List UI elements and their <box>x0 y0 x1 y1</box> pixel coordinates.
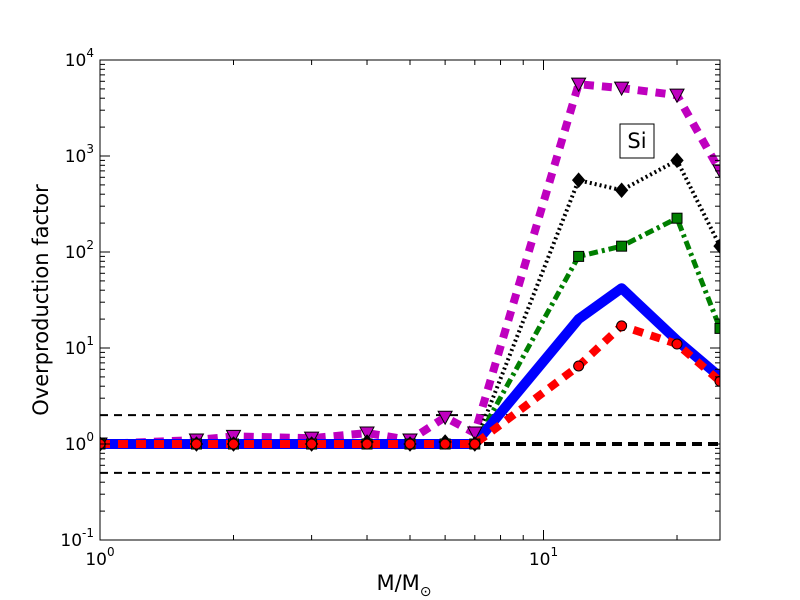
annotation-text: Si <box>627 129 646 153</box>
data-point-circle <box>361 438 373 450</box>
data-point-triangle <box>466 426 483 442</box>
data-point-circle <box>469 438 481 450</box>
data-point-square <box>714 322 720 334</box>
x-axis-label-symbol: ⊙ <box>420 584 432 600</box>
data-point-triangle <box>669 88 685 104</box>
data-point-square <box>616 240 628 252</box>
x-tick-label-base: 10 <box>529 550 551 570</box>
annotation-box: Si <box>619 123 655 159</box>
series-line <box>100 80 720 448</box>
data-point-diamond <box>614 182 629 198</box>
x-tick-label-base: 10 <box>85 550 107 570</box>
y-tick-label: 101 <box>65 334 94 359</box>
data-point-circle <box>228 438 240 450</box>
data-point-triangle <box>437 410 453 426</box>
data-point-circle <box>404 438 416 450</box>
y-tick-label-exp: 0 <box>86 430 94 444</box>
data-point-circle <box>714 375 720 387</box>
x-tick-label-exp: 0 <box>107 545 115 559</box>
y-tick-label-base: 10 <box>65 339 87 359</box>
series-layer <box>100 77 720 453</box>
data-point-triangle <box>359 426 375 442</box>
y-tick-label-base: 10 <box>65 51 87 71</box>
data-point-circle <box>616 320 628 332</box>
data-point-triangle <box>613 81 630 97</box>
y-tick-label: 102 <box>65 238 94 263</box>
y-tick-label-exp: 3 <box>86 142 94 156</box>
y-tick-label-base: 10 <box>60 531 82 551</box>
data-point-circle <box>671 338 683 350</box>
y-axis-label: Overproduction factor <box>29 184 53 416</box>
data-point-square <box>573 250 585 262</box>
data-point-circle <box>190 438 202 450</box>
y-tick-label-exp: 4 <box>86 46 94 60</box>
y-tick-label: 104 <box>65 46 94 71</box>
plot-area-background <box>100 60 720 540</box>
x-tick-label: 101 <box>529 545 558 570</box>
data-point-circle <box>306 438 318 450</box>
data-point-circle <box>573 360 585 372</box>
y-tick-label-exp: 1 <box>86 334 94 348</box>
y-tick-label-base: 10 <box>65 147 87 167</box>
y-tick-label-base: 10 <box>65 435 87 455</box>
y-tick-label-base: 10 <box>65 243 87 263</box>
data-point-diamond <box>670 152 684 169</box>
data-point-triangle <box>570 77 587 93</box>
y-tick-label-exp: 2 <box>86 238 94 252</box>
x-axis-label-text: M/M <box>376 571 419 595</box>
data-point-circle <box>439 438 451 450</box>
data-point-square <box>671 212 683 224</box>
y-tick-label-exp: -1 <box>82 526 94 540</box>
data-point-diamond <box>571 172 586 188</box>
x-tick-label: 100 <box>85 545 114 570</box>
y-tick-label: 10-1 <box>60 526 94 551</box>
y-tick-label: 100 <box>65 430 94 455</box>
x-tick-label-exp: 1 <box>551 545 559 559</box>
data-point-diamond <box>713 238 720 254</box>
y-tick-label: 103 <box>65 142 94 167</box>
annotation-frame <box>619 123 655 159</box>
x-axis-label: M/M⊙ <box>376 571 431 600</box>
